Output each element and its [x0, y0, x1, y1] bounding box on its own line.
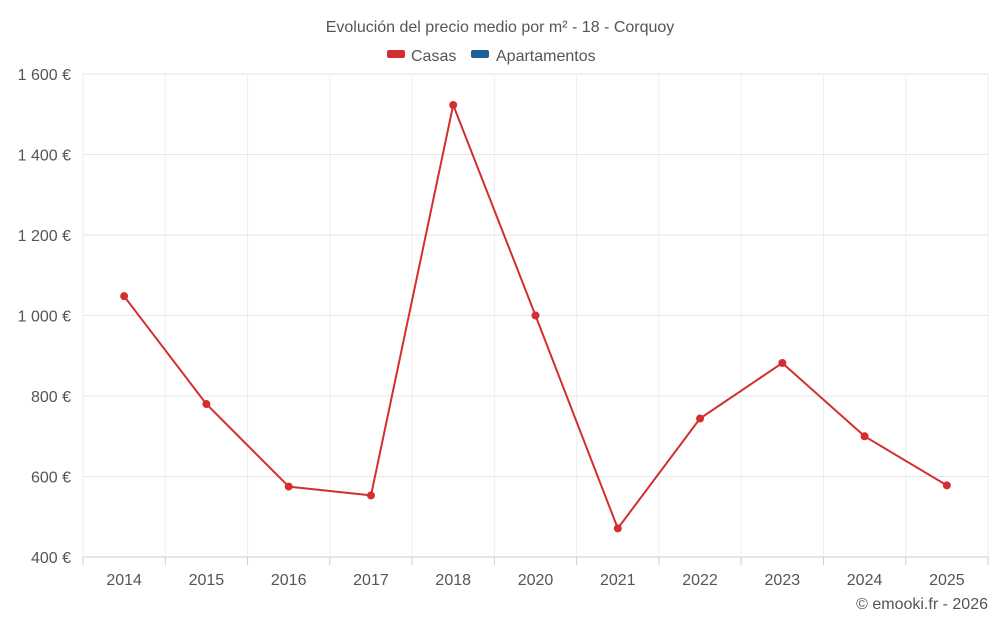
legend-item-casas[interactable]: Casas [387, 48, 456, 65]
y-axis: 400 € 600 € 800 € 1 000 € 1 200 € 1 400 € 1 60… [18, 67, 71, 567]
y-tick-label: 400 € [31, 550, 71, 567]
x-tick-label: 2022 [682, 572, 718, 589]
x-tick-label: 2025 [929, 572, 965, 589]
chart-title: Evolución del precio medio por m² - 18 -… [326, 19, 675, 36]
x-tick-label: 2021 [600, 572, 636, 589]
credit-text: © emooki.fr - 2026 [856, 596, 988, 613]
legend-swatch-casas [387, 50, 405, 58]
legend: Casas Apartamentos [387, 48, 596, 65]
series-casas [120, 100, 951, 533]
x-tick-label: 2024 [847, 572, 883, 589]
data-point-casas[interactable] [696, 414, 705, 423]
x-tick-label: 2017 [353, 572, 389, 589]
x-tick-label: 2020 [518, 572, 554, 589]
y-tick-label: 1 000 € [18, 309, 71, 326]
x-tick-label: 2018 [435, 572, 471, 589]
x-tick-label: 2016 [271, 572, 307, 589]
data-point-casas[interactable] [942, 481, 951, 490]
legend-item-apartamentos[interactable]: Apartamentos [471, 48, 596, 65]
x-axis: 2014 2015 2016 2017 2018 2020 2021 2022 2023 2024… [82, 557, 989, 589]
data-point-casas[interactable] [778, 358, 787, 367]
grid [82, 73, 989, 558]
data-point-casas[interactable] [202, 400, 211, 409]
y-tick-label: 1 400 € [18, 148, 71, 165]
x-tick-label: 2023 [765, 572, 801, 589]
legend-label-casas: Casas [411, 48, 456, 65]
data-point-casas[interactable] [531, 311, 540, 320]
y-tick-label: 1 200 € [18, 228, 71, 245]
data-point-casas[interactable] [284, 482, 293, 491]
data-point-casas[interactable] [120, 292, 129, 301]
data-point-casas[interactable] [366, 491, 375, 500]
y-tick-label: 600 € [31, 470, 71, 487]
x-tick-label: 2015 [189, 572, 225, 589]
data-point-casas[interactable] [449, 100, 458, 109]
data-point-casas[interactable] [860, 432, 869, 441]
data-point-casas[interactable] [613, 524, 622, 533]
x-tick-label: 2014 [106, 572, 142, 589]
legend-swatch-apartamentos [471, 50, 489, 58]
y-tick-label: 1 600 € [18, 67, 71, 84]
legend-label-apartamentos: Apartamentos [496, 48, 596, 65]
y-tick-label: 800 € [31, 389, 71, 406]
